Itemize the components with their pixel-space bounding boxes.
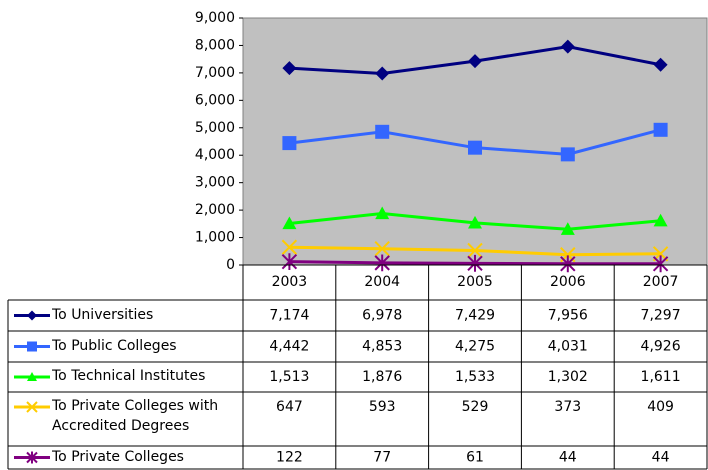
- legend-label-box: To Private Colleges: [52, 448, 184, 465]
- legend-label-box: To Technical Institutes: [52, 368, 206, 384]
- marker: [27, 310, 37, 321]
- marker: [27, 341, 37, 352]
- table-value: 7,174: [269, 308, 309, 324]
- marker: [26, 401, 38, 413]
- table-value: 61: [466, 450, 484, 466]
- table-value: 409: [647, 399, 674, 415]
- table-value: 4,031: [548, 339, 588, 355]
- marker: [374, 254, 390, 272]
- y-tick-label: 0: [226, 257, 235, 273]
- marker: [653, 122, 668, 137]
- table-value: 77: [373, 450, 391, 466]
- y-tick-label: 7,000: [195, 65, 235, 81]
- x-tick-label: 2005: [457, 274, 493, 290]
- y-tick-label: 2,000: [195, 202, 235, 218]
- legend-label: To Universities: [52, 306, 154, 323]
- y-tick-label: 9,000: [195, 10, 235, 26]
- y-tick-label: 3,000: [195, 175, 235, 191]
- y-tick-label: 6,000: [195, 92, 235, 108]
- table-value: 1,876: [362, 369, 402, 385]
- table-value: 122: [276, 450, 303, 466]
- marker: [281, 253, 298, 271]
- marker: [560, 222, 575, 235]
- legend-label-box: To Private Colleges with Accredited Degr…: [52, 398, 219, 434]
- marker: [375, 66, 390, 81]
- marker: [282, 61, 297, 76]
- marker: [468, 54, 482, 69]
- marker: [375, 206, 390, 220]
- y-tick-label: 1,000: [195, 230, 235, 246]
- marker: [282, 216, 297, 230]
- table-value: 1,513: [269, 369, 309, 385]
- marker: [468, 140, 482, 155]
- table-value: 44: [559, 450, 577, 466]
- y-tick-label: 4,000: [195, 147, 235, 163]
- table-value: 44: [652, 450, 670, 466]
- marker: [653, 57, 668, 72]
- marker: [467, 254, 483, 272]
- legend-label: To Public Colleges: [52, 337, 177, 354]
- marker: [652, 255, 669, 273]
- table-value: 1,302: [548, 369, 588, 385]
- marker: [374, 241, 390, 257]
- table-value: 593: [369, 399, 396, 415]
- table-value: 647: [276, 399, 303, 415]
- table-value: 1,611: [641, 369, 681, 385]
- table-value: 1,533: [455, 369, 495, 385]
- table-value: 6,978: [362, 308, 402, 324]
- x-tick-label: 2004: [364, 274, 400, 290]
- marker: [281, 239, 298, 255]
- x-tick-label: 2003: [272, 274, 308, 290]
- legend-label: To Private Colleges with Accredited Degr…: [52, 398, 219, 434]
- x-tick-label: 2007: [643, 274, 679, 290]
- marker: [560, 39, 575, 54]
- table-value: 529: [462, 399, 489, 415]
- legend-label-box: To Public Colleges: [52, 337, 177, 354]
- x-tick-label: 2006: [550, 274, 586, 290]
- marker: [560, 255, 576, 273]
- table-value: 7,956: [548, 308, 588, 324]
- marker: [27, 372, 37, 381]
- marker: [467, 242, 483, 259]
- legend-label: To Private Colleges: [52, 448, 184, 465]
- y-tick-label: 5,000: [195, 120, 235, 136]
- table-value: 4,926: [641, 339, 681, 355]
- y-tick-label: 8,000: [195, 37, 235, 53]
- marker: [282, 136, 297, 151]
- marker: [560, 147, 575, 162]
- table-value: 7,429: [455, 308, 495, 324]
- marker: [468, 215, 482, 229]
- legend-label-box: To Universities: [52, 306, 154, 323]
- table-value: 373: [554, 399, 581, 415]
- table-value: 4,853: [362, 339, 402, 355]
- marker: [375, 124, 390, 139]
- legend-label: To Technical Institutes: [52, 368, 206, 384]
- marker: [26, 451, 38, 464]
- table-value: 4,442: [269, 339, 309, 355]
- table-value: 4,275: [455, 339, 495, 355]
- table-value: 7,297: [641, 308, 681, 324]
- marker: [653, 213, 668, 227]
